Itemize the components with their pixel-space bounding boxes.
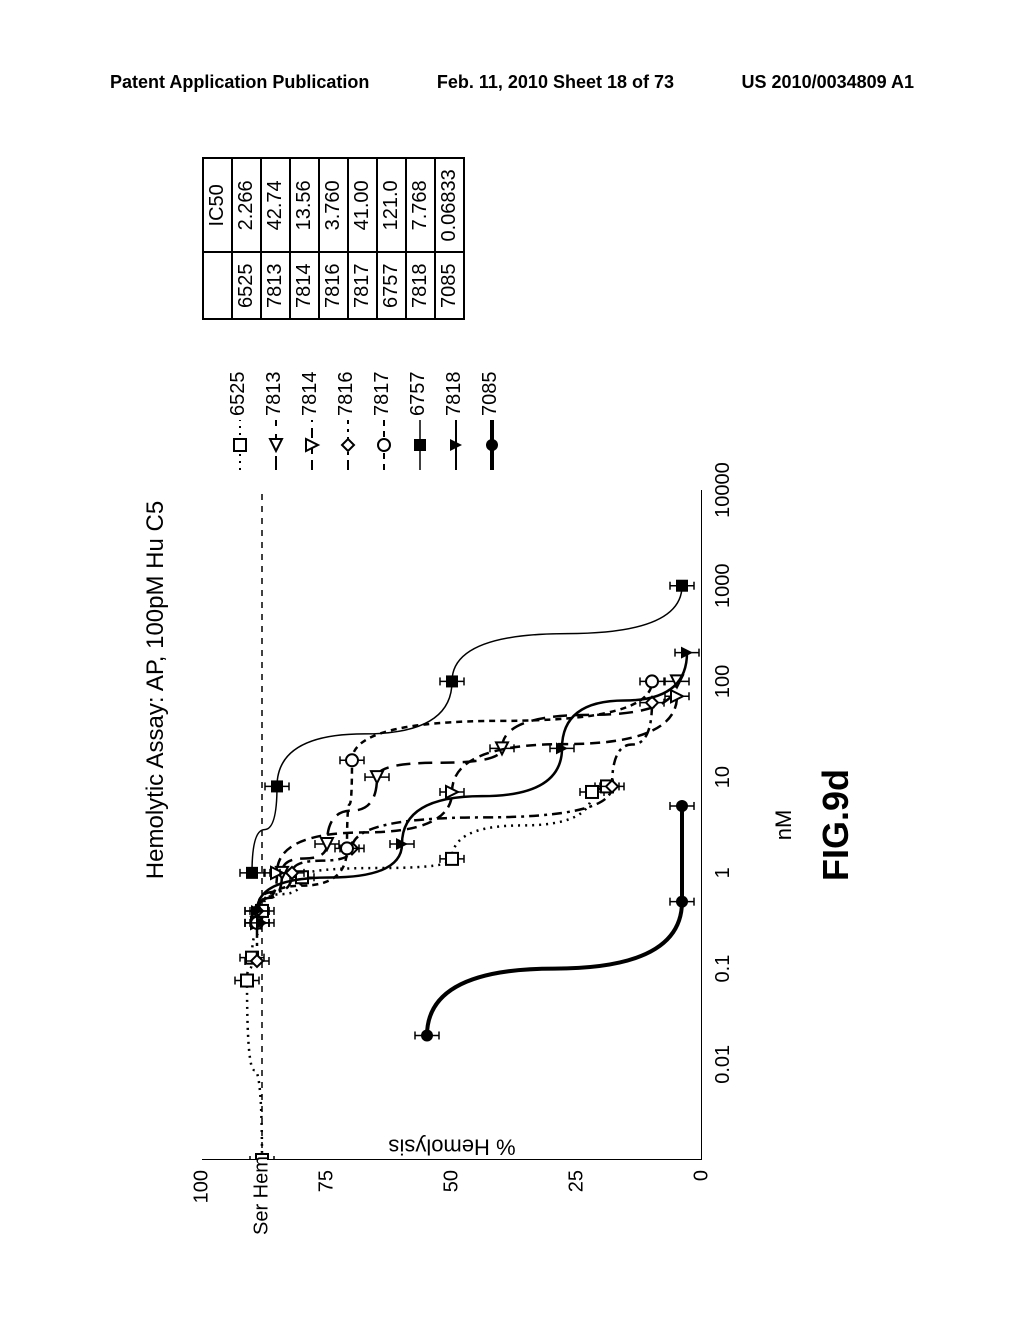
legend-item: 6757 <box>402 372 434 471</box>
legend-label: 7818 <box>438 372 470 417</box>
legend-label: 6757 <box>402 372 434 417</box>
legend-label: 6525 <box>222 372 254 417</box>
table-row: 78163.760 <box>319 158 348 319</box>
legend-label: 7085 <box>474 372 506 417</box>
table-cell: 41.00 <box>348 158 377 252</box>
table-row: 70850.06833 <box>435 158 464 319</box>
legend-item: 7813 <box>258 372 290 471</box>
x-tick-label: 100 <box>712 665 735 698</box>
table-cell: 3.760 <box>319 158 348 252</box>
y-tick-label: 100 <box>191 1170 214 1203</box>
y-tick-label: 50 <box>441 1170 464 1192</box>
legend-item: 7085 <box>474 372 506 471</box>
legend-marker-icon <box>372 420 392 470</box>
page-header: Patent Application Publication Feb. 11, … <box>0 72 1024 93</box>
table-row: 78187.768 <box>406 158 435 319</box>
x-tick-label: 0.1 <box>712 955 735 983</box>
legend-label: 7816 <box>330 372 362 417</box>
legend-label: 7817 <box>366 372 398 417</box>
x-axis-label: nM <box>771 810 797 841</box>
table-cell: 42.74 <box>261 158 290 252</box>
y-tick-label: 0 <box>691 1170 714 1181</box>
table-cell: 121.0 <box>377 158 406 252</box>
figure-container: Hemolytic Assay: AP, 100pM Hu C5 % Hemol… <box>142 140 882 1240</box>
table-cell: 0.06833 <box>435 158 464 252</box>
legend-marker-icon <box>480 420 500 470</box>
table-cell: 13.56 <box>290 158 319 252</box>
legend-item: 6525 <box>222 372 254 471</box>
plot-area: % Hemolysis nM FIG.9d 0255075100 0.010.1… <box>202 490 702 1160</box>
legend-marker-icon <box>444 420 464 470</box>
y-tick-label: 75 <box>316 1170 339 1192</box>
legend-marker-icon <box>264 420 284 470</box>
table-cell: 7814 <box>290 253 319 320</box>
header-center: Feb. 11, 2010 Sheet 18 of 73 <box>437 72 674 93</box>
table-cell: 2.266 <box>232 158 261 252</box>
table-row: 781741.00 <box>348 158 377 319</box>
ser-hem-label: Ser Hem <box>251 1156 274 1235</box>
table-cell: 6525 <box>232 253 261 320</box>
legend-item: 7814 <box>294 372 326 471</box>
header-right: US 2010/0034809 A1 <box>742 72 914 93</box>
table-row: 6757121.0 <box>377 158 406 319</box>
chart-title: Hemolytic Assay: AP, 100pM Hu C5 <box>142 501 170 879</box>
legend-marker-icon <box>336 420 356 470</box>
legend-item: 7816 <box>330 372 362 471</box>
header-left: Patent Application Publication <box>110 72 369 93</box>
x-tick-label: 1000 <box>712 563 735 608</box>
table-row: 65252.266 <box>232 158 261 319</box>
legend-label: 7814 <box>294 372 326 417</box>
table-header-cell <box>203 253 232 320</box>
table-cell: 7818 <box>406 253 435 320</box>
legend-marker-icon <box>300 420 320 470</box>
x-tick-label: 10 <box>712 766 735 788</box>
y-tick-label: 25 <box>566 1170 589 1192</box>
chart-legend: 65257813781478167817675778187085 <box>222 372 510 471</box>
legend-item: 7818 <box>438 372 470 471</box>
table-row: 781342.74 <box>261 158 290 319</box>
legend-label: 7813 <box>258 372 290 417</box>
table-cell: 7.768 <box>406 158 435 252</box>
table-row: 781413.56 <box>290 158 319 319</box>
x-tick-label: 1 <box>712 867 735 878</box>
table-cell: 7817 <box>348 253 377 320</box>
legend-item: 7817 <box>366 372 398 471</box>
legend-marker-icon <box>228 420 248 470</box>
table-header-cell: IC50 <box>203 158 232 252</box>
ic50-table: IC5065252.266781342.74781413.5678163.760… <box>202 157 465 320</box>
table-cell: 7085 <box>435 253 464 320</box>
figure-label: FIG.9d <box>815 769 857 881</box>
table-cell: 7813 <box>261 253 290 320</box>
table-cell: 6757 <box>377 253 406 320</box>
table-cell: 7816 <box>319 253 348 320</box>
x-tick-label: 10000 <box>712 462 735 518</box>
legend-marker-icon <box>408 420 428 470</box>
x-tick-label: 0.01 <box>712 1045 735 1084</box>
chart-canvas <box>202 490 702 1160</box>
